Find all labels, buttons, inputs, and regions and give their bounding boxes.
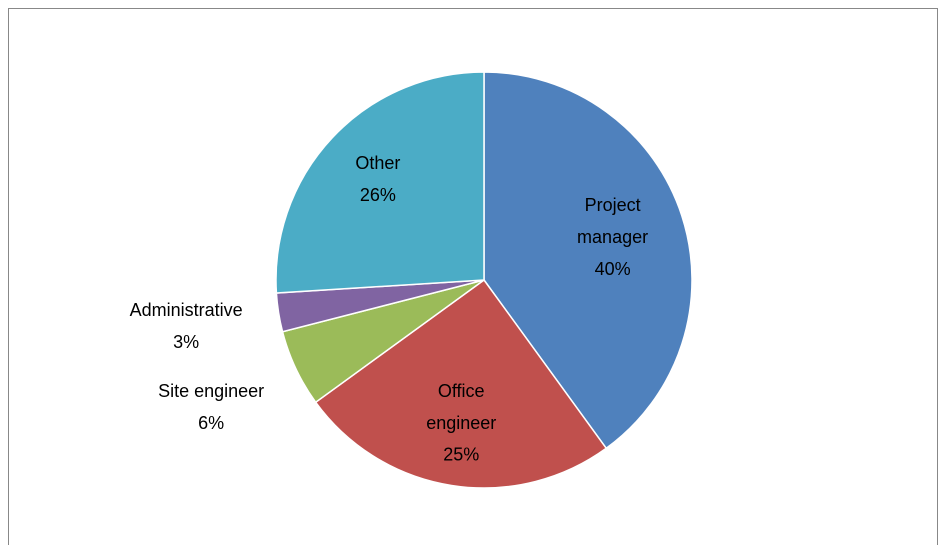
- value-label: 25%: [443, 445, 479, 465]
- slice-label-line: Project: [585, 195, 641, 215]
- value-label: 3%: [173, 332, 199, 352]
- slice-label: Administrative: [130, 300, 243, 320]
- pie-slice: [483, 71, 693, 450]
- value-label: 40%: [595, 259, 631, 279]
- slice-label-line: manager: [577, 227, 648, 247]
- slice-label: Office engineer: [426, 381, 496, 433]
- value-label: 26%: [360, 185, 396, 205]
- chart-frame: [8, 8, 938, 545]
- slice-label-line: Office: [438, 381, 485, 401]
- pie-slice: [314, 278, 608, 489]
- slice-label: Site engineer: [158, 381, 264, 401]
- slice-label: Other: [355, 153, 400, 173]
- slice-label: Project manager: [577, 195, 648, 247]
- value-label: 6%: [198, 413, 224, 433]
- slice-label-line: engineer: [426, 413, 496, 433]
- pie-slice: [275, 71, 485, 294]
